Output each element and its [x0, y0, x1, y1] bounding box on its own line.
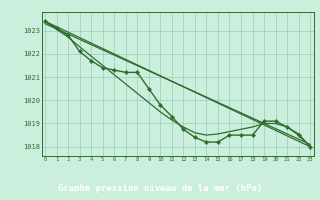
Text: Graphe pression niveau de la mer (hPa): Graphe pression niveau de la mer (hPa) — [58, 184, 262, 193]
